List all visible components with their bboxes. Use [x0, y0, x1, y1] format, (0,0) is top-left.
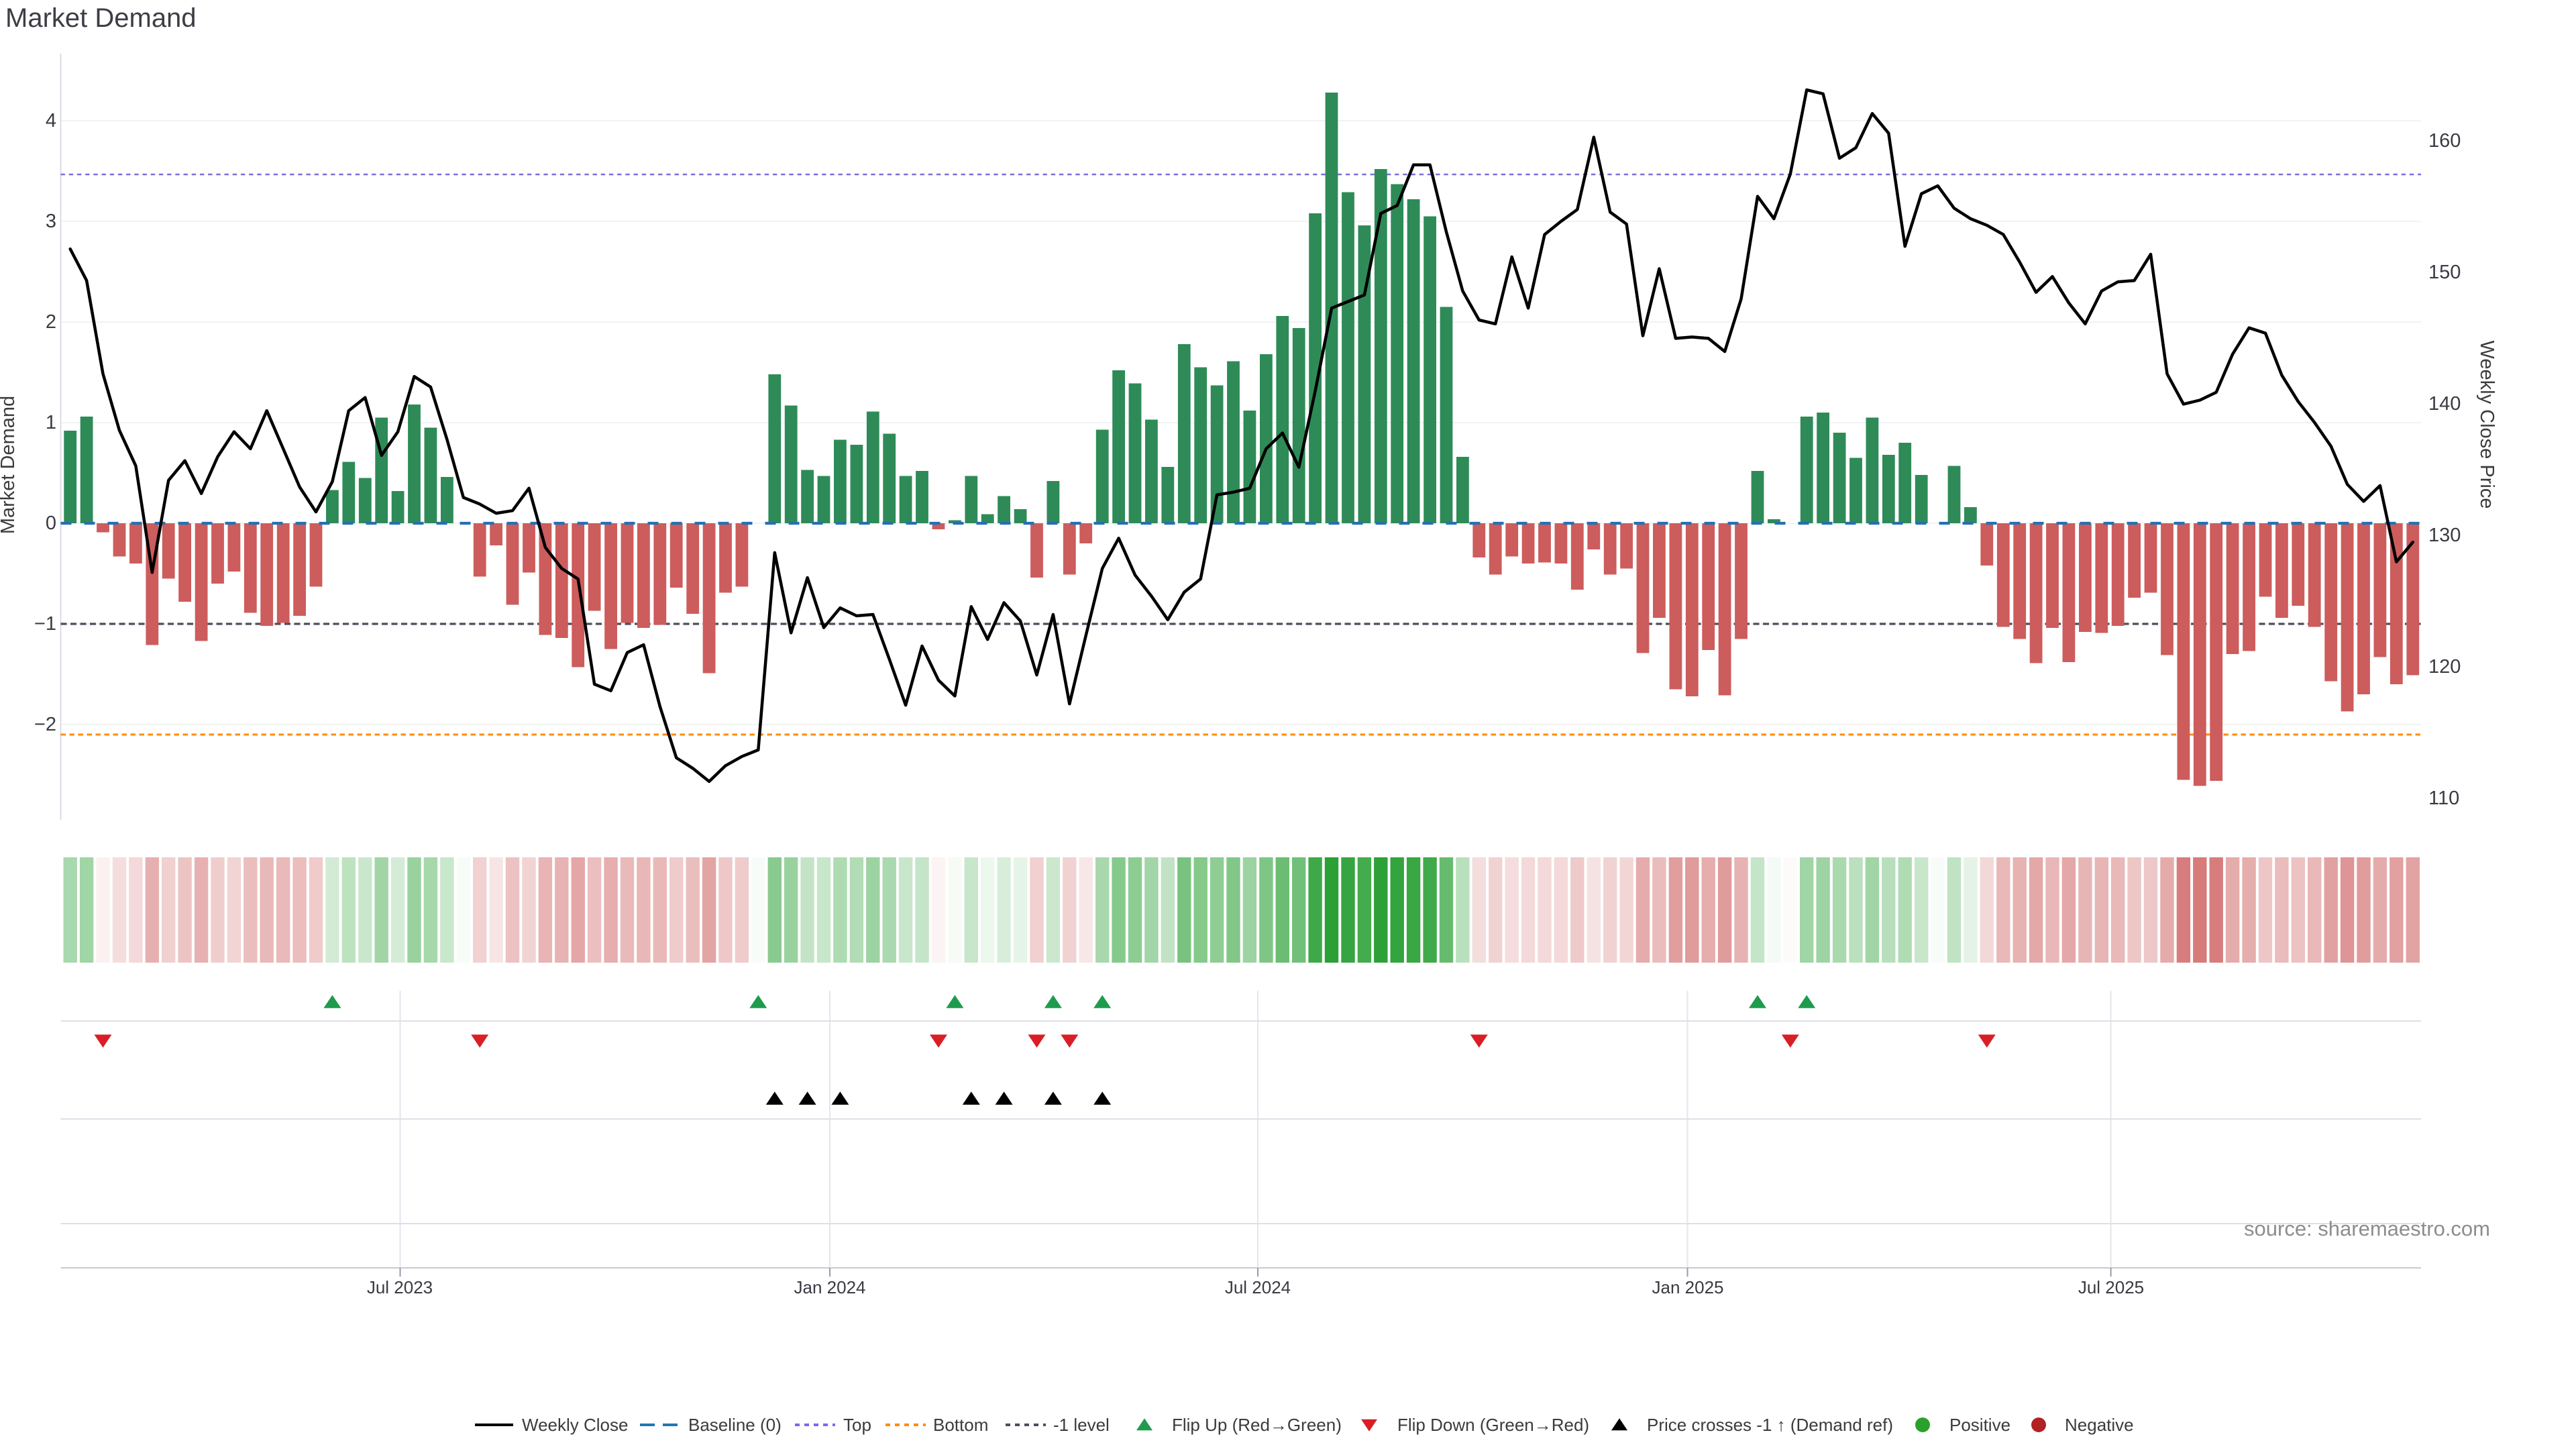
svg-text:1: 1	[46, 412, 56, 433]
svg-text:120: 120	[2428, 656, 2461, 678]
svg-text:Positive: Positive	[1949, 1415, 2010, 1435]
svg-text:Weekly Close: Weekly Close	[522, 1415, 628, 1435]
svg-text:−1: −1	[34, 613, 56, 635]
svg-text:Jul 2024: Jul 2024	[1225, 1277, 1291, 1297]
svg-text:2: 2	[46, 311, 56, 333]
svg-text:140: 140	[2428, 393, 2461, 415]
svg-text:source: sharemaestro.com: source: sharemaestro.com	[2244, 1217, 2490, 1240]
svg-text:Jan 2025: Jan 2025	[1652, 1277, 1724, 1297]
svg-text:Weekly Close Price: Weekly Close Price	[2476, 341, 2498, 509]
svg-text:4: 4	[46, 110, 56, 131]
svg-text:Baseline (0): Baseline (0)	[688, 1415, 782, 1435]
svg-text:3: 3	[46, 211, 56, 232]
svg-text:Flip Up (Red→Green): Flip Up (Red→Green)	[1172, 1415, 1342, 1435]
svg-text:Jan 2024: Jan 2024	[794, 1277, 866, 1297]
svg-text:Jul 2025: Jul 2025	[2078, 1277, 2144, 1297]
svg-text:−2: −2	[34, 714, 56, 735]
svg-text:110: 110	[2428, 788, 2459, 809]
svg-text:Top: Top	[843, 1415, 871, 1435]
svg-text:Market Demand: Market Demand	[0, 396, 19, 534]
svg-text:Flip Down (Green→Red): Flip Down (Green→Red)	[1397, 1415, 1589, 1435]
svg-text:Negative: Negative	[2065, 1415, 2134, 1435]
svg-text:Price crosses -1 ↑ (Demand ref: Price crosses -1 ↑ (Demand ref)	[1647, 1415, 1893, 1435]
svg-text:Jul 2023: Jul 2023	[367, 1277, 433, 1297]
svg-text:160: 160	[2428, 130, 2461, 152]
svg-text:0: 0	[46, 513, 56, 534]
svg-text:Market Demand: Market Demand	[5, 3, 197, 33]
svg-text:130: 130	[2428, 525, 2461, 546]
svg-text:-1 level: -1 level	[1053, 1415, 1110, 1435]
svg-text:Bottom: Bottom	[933, 1415, 988, 1435]
svg-text:150: 150	[2428, 262, 2461, 283]
